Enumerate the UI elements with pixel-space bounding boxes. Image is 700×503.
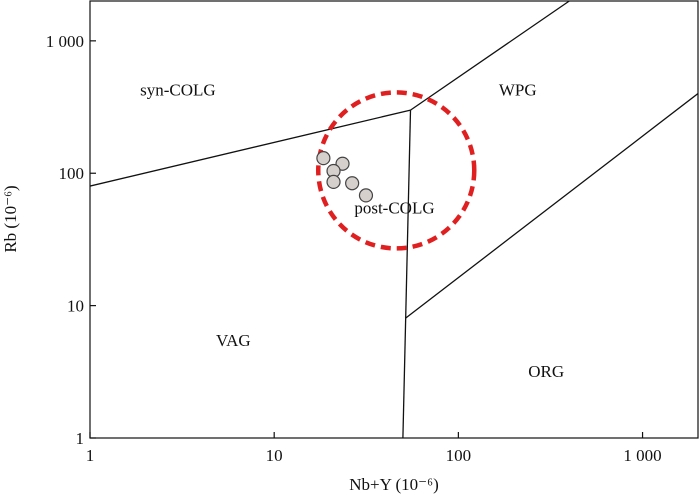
boundary-lines [90, 0, 698, 438]
boundary-line-1 [410, 0, 570, 111]
region-label-3: VAG [216, 331, 251, 350]
data-point-5 [358, 188, 374, 203]
x-tick-label-2: 100 [446, 446, 472, 465]
boundary-line-3 [404, 92, 698, 319]
x-tick-label-0: 1 [86, 446, 95, 465]
highlight-circle [316, 90, 477, 251]
boundary-line-2 [402, 110, 412, 438]
boundary-line-0 [90, 109, 411, 187]
y-tick-label-2: 100 [59, 164, 85, 183]
region-label-2: post-COLG [354, 199, 434, 218]
data-point-0 [316, 151, 331, 166]
x-tick-label-1: 10 [266, 446, 283, 465]
y-tick-label-0: 1 [76, 429, 85, 448]
region-label-0: syn-COLG [140, 80, 216, 99]
axis-ticks: 1 10 100 1 000 1 10 100 1 000 [46, 32, 662, 465]
y-tick-label-1: 10 [67, 297, 84, 316]
region-label-1: WPG [499, 80, 537, 99]
data-point-3 [326, 174, 341, 190]
y-tick-label-3: 1 000 [46, 32, 84, 51]
region-label-4: ORG [528, 362, 564, 381]
x-tick-label-3: 1 000 [623, 446, 661, 465]
data-point-4 [345, 176, 360, 191]
x-axis-label: Nb+Y (10⁻⁶) [349, 475, 438, 494]
plot-frame [89, 0, 699, 439]
highlight-circle-group [316, 90, 477, 251]
region-labels: syn-COLG WPG post-COLG VAG ORG [140, 80, 564, 381]
data-points [316, 151, 374, 203]
y-axis-label: Rb (10⁻⁶) [1, 185, 20, 252]
